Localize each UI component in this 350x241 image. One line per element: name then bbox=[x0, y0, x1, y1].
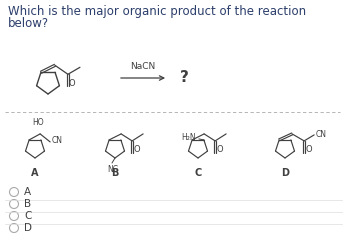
Text: O: O bbox=[133, 145, 140, 154]
Text: C: C bbox=[194, 168, 202, 178]
Text: HO: HO bbox=[32, 118, 44, 127]
Text: NC: NC bbox=[107, 165, 119, 174]
Text: D: D bbox=[24, 223, 32, 233]
Text: A: A bbox=[31, 168, 39, 178]
Text: NaCN: NaCN bbox=[130, 62, 156, 71]
Text: O: O bbox=[69, 79, 76, 88]
Text: below?: below? bbox=[8, 17, 49, 30]
Text: D: D bbox=[281, 168, 289, 178]
Text: B: B bbox=[24, 199, 31, 209]
Text: A: A bbox=[24, 187, 31, 197]
Text: Which is the major organic product of the reaction: Which is the major organic product of th… bbox=[8, 5, 306, 18]
Text: CN: CN bbox=[52, 136, 63, 145]
Text: CN: CN bbox=[316, 130, 327, 139]
Text: O: O bbox=[216, 145, 223, 154]
Text: C: C bbox=[24, 211, 32, 221]
Text: H₂N: H₂N bbox=[181, 134, 196, 142]
Text: ?: ? bbox=[180, 69, 189, 85]
Text: O: O bbox=[305, 145, 312, 154]
Text: B: B bbox=[111, 168, 119, 178]
